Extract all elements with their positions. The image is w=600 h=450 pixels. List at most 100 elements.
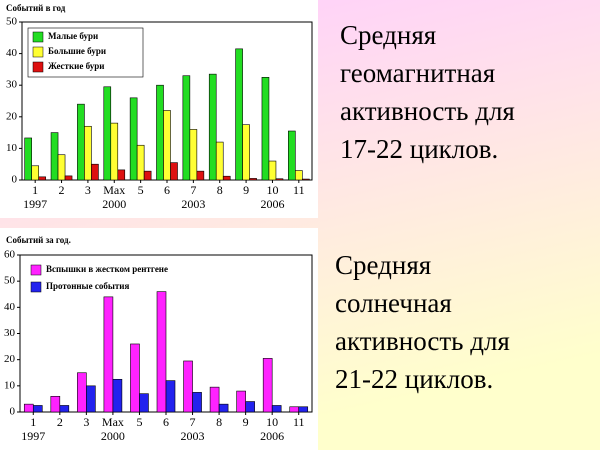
bar <box>64 175 73 181</box>
y-tick-label: 50 <box>4 275 16 287</box>
legend-swatch <box>32 31 44 43</box>
y-tick-label: 30 <box>4 327 16 339</box>
legend-swatch <box>30 281 42 293</box>
x-tick-label: 6 <box>163 415 169 429</box>
slide-text: 17-22 циклов. <box>340 134 498 164</box>
slide-text: 21-22 циклов. <box>335 364 493 394</box>
bar <box>268 160 277 181</box>
x-tick-label: 3 <box>85 183 91 197</box>
bar <box>91 163 99 181</box>
x-tick-label: 1 <box>30 415 36 429</box>
x-tick-label: 7 <box>190 415 196 429</box>
y-tick-label: 10 <box>4 379 16 391</box>
slide-text: геомагнитная <box>340 58 495 88</box>
x-tick-label: 9 <box>243 415 249 429</box>
x-tick-label: 1 <box>32 183 38 197</box>
bar <box>262 358 273 413</box>
bar <box>196 170 205 181</box>
bar <box>222 175 231 181</box>
bar <box>32 405 43 413</box>
bar <box>77 103 85 181</box>
bar <box>163 110 171 181</box>
bar <box>289 406 300 413</box>
bar <box>295 170 303 181</box>
slide-text: активность для <box>335 326 510 356</box>
legend-swatch <box>32 61 44 73</box>
x-sublabel: 1997 <box>21 429 45 443</box>
bar <box>31 165 39 181</box>
legend-label: Вспышки в жестком рентгене <box>46 264 168 274</box>
bar <box>50 395 61 413</box>
x-sublabel: 2006 <box>260 197 284 211</box>
y-tick-label: 40 <box>6 47 18 59</box>
y-tick-label: 20 <box>6 110 18 122</box>
legend-label: Протонные события <box>46 281 129 291</box>
x-tick-label: 8 <box>216 415 222 429</box>
x-tick-label: 11 <box>293 183 305 197</box>
y-tick-label: 60 <box>4 249 16 261</box>
bar <box>57 154 66 181</box>
bar <box>84 125 92 181</box>
slide-text: солнечная <box>335 288 452 318</box>
bar <box>245 401 255 413</box>
chart-title: Событий в год <box>6 3 66 13</box>
bar <box>103 296 114 413</box>
x-tick-label: 6 <box>164 183 170 197</box>
bar <box>165 380 176 413</box>
x-tick-label: 9 <box>243 183 249 197</box>
x-sublabel: 2000 <box>102 197 126 211</box>
x-sublabel: 2006 <box>260 429 284 443</box>
y-tick-label: 40 <box>4 301 16 313</box>
legend-frame <box>27 27 144 78</box>
bar <box>77 372 87 413</box>
y-tick-label: 50 <box>6 16 18 28</box>
bar <box>261 77 270 181</box>
bar <box>271 405 282 413</box>
bar <box>103 86 112 181</box>
bar <box>215 141 224 181</box>
x-sublabel: 2003 <box>181 197 205 211</box>
x-tick-label: 5 <box>136 415 142 429</box>
x-tick-label: 3 <box>83 415 89 429</box>
x-sublabel: 2003 <box>181 429 205 443</box>
x-tick-label: 10 <box>266 415 278 429</box>
bar <box>130 343 140 413</box>
bar <box>50 132 59 181</box>
bar <box>242 124 250 181</box>
slide-text: Средняя <box>340 20 436 50</box>
bar <box>136 144 145 181</box>
x-tick-label: Max <box>102 415 124 429</box>
x-sublabel: 1997 <box>23 197 47 211</box>
legend-swatch <box>32 46 44 58</box>
y-tick-label: 20 <box>4 353 16 365</box>
bar <box>156 84 164 181</box>
bar <box>143 170 152 181</box>
bar <box>183 360 193 413</box>
bar <box>110 122 119 181</box>
bar <box>208 73 217 181</box>
bar <box>302 178 310 181</box>
bar <box>139 393 149 413</box>
bar <box>192 392 202 413</box>
x-tick-label: 5 <box>138 183 144 197</box>
bar <box>24 137 32 181</box>
bar <box>170 162 178 181</box>
bar <box>288 130 296 181</box>
slide-text: активность для <box>340 96 515 126</box>
bar <box>112 378 123 413</box>
bar <box>209 386 220 413</box>
y-tick-label: 10 <box>6 142 18 154</box>
legend-label: Большие бури <box>48 46 106 56</box>
bar <box>218 403 229 413</box>
chart-title: Событий за год. <box>6 235 71 245</box>
bar <box>117 169 126 181</box>
x-tick-label: 10 <box>266 183 278 197</box>
bar <box>189 129 198 181</box>
x-tick-label: 11 <box>293 415 305 429</box>
slide-text: Средняя <box>335 250 431 280</box>
bar <box>182 75 191 181</box>
x-tick-label: 2 <box>57 415 63 429</box>
bar <box>23 403 34 413</box>
legend-label: Малые бури <box>48 31 98 41</box>
